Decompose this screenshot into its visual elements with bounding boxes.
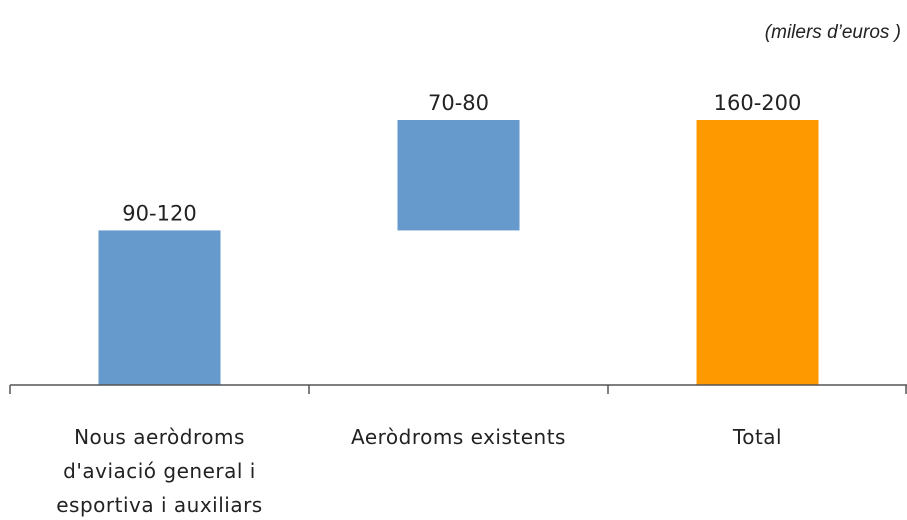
bar-1 [98,230,221,385]
category-label-1: esportiva i auxiliars [56,493,262,517]
data-label-1: 90-120 [122,201,196,225]
bar-3 [696,120,819,385]
data-label-2: 70-80 [428,91,489,115]
bar-2 [397,120,520,231]
category-label-2: Aeròdroms existents [351,425,566,449]
bar-labels: 90-120 70-80 160-200 [122,91,801,225]
x-axis [9,384,907,394]
unit-note: (milers d’euros ) [764,22,901,43]
bars [98,120,819,385]
category-label-3: Total [732,425,782,449]
data-label-3: 160-200 [714,91,802,115]
category-label-1: Nous aeròdroms [74,425,245,449]
category-labels: Nous aeròdroms d'aviació general i esporti… [56,425,782,517]
category-label-1: d'aviació general i [63,459,256,483]
